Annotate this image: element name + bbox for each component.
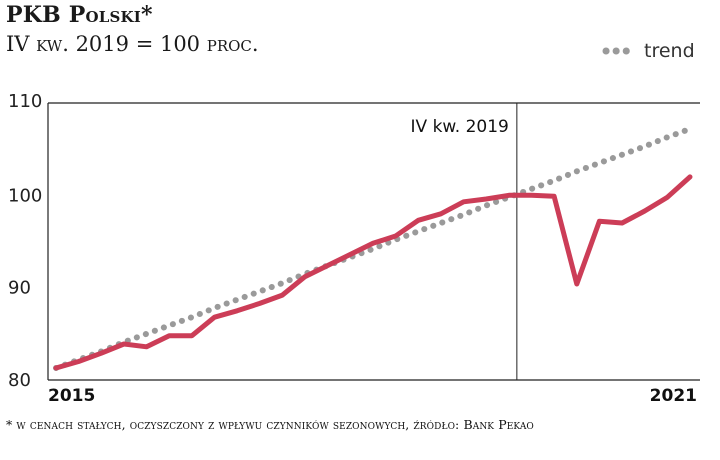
- y-tick-label: 100: [8, 185, 42, 206]
- gdp-line-chart: 110 100 90 80 IV kw. 2019 2015 2021: [8, 91, 700, 406]
- y-tick-label: 110: [8, 91, 42, 112]
- chart-title: PKB Polski*: [6, 2, 153, 28]
- legend-trend-label: trend: [644, 40, 695, 62]
- series-line-gdp: [53, 174, 693, 371]
- y-tick-label: 90: [8, 278, 31, 299]
- footnote: * w cenach stałych, oczyszczony z wpływu…: [6, 417, 534, 432]
- legend: trend: [602, 40, 695, 62]
- chart-subtitle: IV kw. 2019 = 100 proc.: [6, 32, 259, 56]
- x-tick-label-end: 2021: [650, 386, 697, 406]
- legend-trend-swatch: [602, 47, 636, 55]
- x-tick-label-start: 2015: [48, 386, 95, 406]
- reference-line-label: IV kw. 2019: [411, 117, 509, 137]
- series-line-trend: [53, 125, 693, 371]
- y-tick-label: 80: [8, 370, 31, 391]
